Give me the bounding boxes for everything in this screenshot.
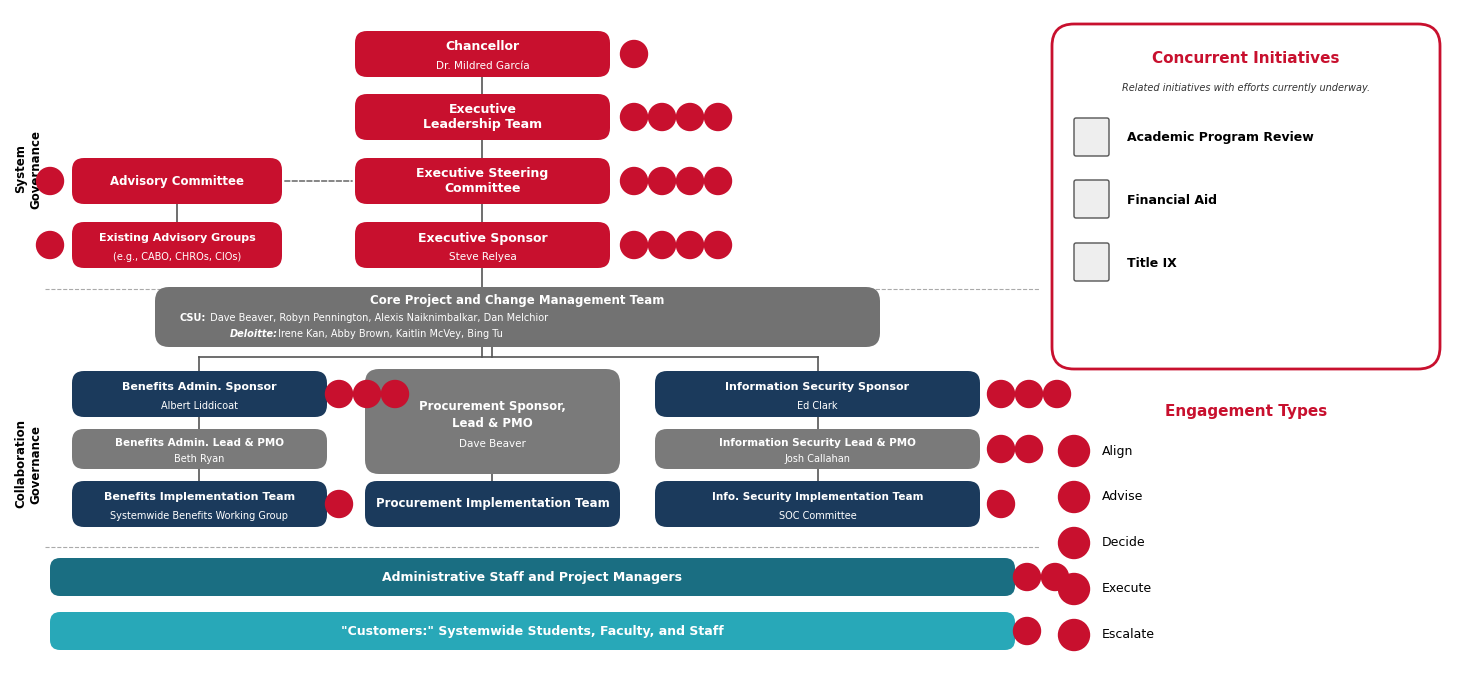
Text: Executive Sponsor: Executive Sponsor [417,231,548,245]
Text: (e.g., CABO, CHROs, CIOs): (e.g., CABO, CHROs, CIOs) [113,252,242,262]
Text: Advisory Committee: Advisory Committee [110,175,244,187]
Text: Josh Callahan: Josh Callahan [785,454,851,464]
Circle shape [1058,528,1089,559]
Circle shape [382,380,408,408]
Text: CSU:: CSU: [180,313,206,323]
Circle shape [988,435,1015,463]
Text: Concurrent Initiatives: Concurrent Initiatives [1152,50,1340,66]
FancyBboxPatch shape [72,371,326,417]
Text: Engagement Types: Engagement Types [1165,403,1328,419]
Circle shape [676,168,704,194]
Circle shape [1058,482,1089,512]
Circle shape [988,491,1015,517]
Circle shape [649,168,675,194]
Text: Executive
Leadership Team: Executive Leadership Team [423,103,542,131]
FancyBboxPatch shape [72,222,283,268]
Text: Advise: Advise [1102,491,1143,503]
FancyBboxPatch shape [72,158,283,204]
Text: Info. Security Implementation Team: Info. Security Implementation Team [712,492,924,502]
Text: Procurement Sponsor,: Procurement Sponsor, [419,400,567,413]
Text: Ed Clark: Ed Clark [798,401,837,411]
Circle shape [353,380,381,408]
Text: SOC Committee: SOC Committee [779,511,856,521]
Text: Irene Kan, Abby Brown, Kaitlin McVey, Bing Tu: Irene Kan, Abby Brown, Kaitlin McVey, Bi… [275,329,502,339]
Circle shape [676,231,704,259]
Circle shape [621,231,647,259]
Text: Collaboration
Governance: Collaboration Governance [15,419,42,508]
Text: Decide: Decide [1102,537,1146,549]
Circle shape [1058,619,1089,651]
Circle shape [649,103,675,131]
Circle shape [621,41,647,68]
Text: Title IX: Title IX [1127,257,1177,270]
Text: Administrative Staff and Project Managers: Administrative Staff and Project Manager… [382,570,682,584]
Text: Systemwide Benefits Working Group: Systemwide Benefits Working Group [110,511,288,521]
Text: Financial Aid: Financial Aid [1127,194,1217,206]
FancyBboxPatch shape [72,481,326,527]
Circle shape [988,380,1015,408]
Text: Related initiatives with efforts currently underway.: Related initiatives with efforts current… [1121,83,1370,93]
Text: Escalate: Escalate [1102,628,1155,642]
Circle shape [621,103,647,131]
Text: Lead & PMO: Lead & PMO [452,417,533,430]
Circle shape [704,103,732,131]
FancyBboxPatch shape [654,371,979,417]
Circle shape [1044,380,1070,408]
Circle shape [37,168,63,194]
FancyBboxPatch shape [1075,243,1110,281]
Text: Benefits Admin. Lead & PMO: Benefits Admin. Lead & PMO [116,438,284,448]
Text: "Customers:" Systemwide Students, Faculty, and Staff: "Customers:" Systemwide Students, Facult… [341,624,723,637]
Text: Steve Relyea: Steve Relyea [448,252,517,262]
Text: Academic Program Review: Academic Program Review [1127,131,1313,145]
Text: Dave Beaver, Robyn Pennington, Alexis Naiknimbalkar, Dan Melchior: Dave Beaver, Robyn Pennington, Alexis Na… [206,313,548,323]
FancyBboxPatch shape [72,429,326,469]
Text: Chancellor: Chancellor [445,41,520,54]
Circle shape [704,168,732,194]
Text: Beth Ryan: Beth Ryan [174,454,224,464]
Circle shape [1016,380,1042,408]
Text: Existing Advisory Groups: Existing Advisory Groups [98,233,255,243]
Circle shape [676,103,704,131]
FancyBboxPatch shape [50,558,1015,596]
Circle shape [1058,573,1089,605]
Text: Dr. Mildred García: Dr. Mildred García [436,61,530,71]
Circle shape [37,231,63,259]
FancyBboxPatch shape [365,481,619,527]
Circle shape [1016,435,1042,463]
Circle shape [325,380,353,408]
Text: Core Project and Change Management Team: Core Project and Change Management Team [370,294,665,306]
Circle shape [649,231,675,259]
Circle shape [621,168,647,194]
FancyBboxPatch shape [654,481,979,527]
Circle shape [325,491,353,517]
FancyBboxPatch shape [50,612,1015,650]
Text: Benefits Implementation Team: Benefits Implementation Team [104,492,296,502]
Text: Executive Steering
Committee: Executive Steering Committee [416,167,549,195]
FancyBboxPatch shape [1075,180,1110,218]
Circle shape [1013,617,1041,644]
Text: Albert Liddicoat: Albert Liddicoat [161,401,239,411]
FancyBboxPatch shape [365,369,619,474]
Text: Procurement Implementation Team: Procurement Implementation Team [376,498,609,510]
Text: System
Governance: System Governance [15,129,42,208]
Circle shape [1058,435,1089,466]
Text: Dave Beaver: Dave Beaver [460,438,526,449]
Text: Information Security Sponsor: Information Security Sponsor [726,382,909,392]
FancyBboxPatch shape [354,94,610,140]
FancyBboxPatch shape [654,429,979,469]
FancyBboxPatch shape [354,158,610,204]
FancyBboxPatch shape [354,222,610,268]
FancyBboxPatch shape [1075,118,1110,156]
Text: Benefits Admin. Sponsor: Benefits Admin. Sponsor [122,382,277,392]
FancyBboxPatch shape [155,287,880,347]
Circle shape [704,231,732,259]
FancyBboxPatch shape [354,31,610,77]
Text: Deloitte:: Deloitte: [230,329,278,339]
Circle shape [1041,563,1069,591]
Circle shape [1013,563,1041,591]
Text: Execute: Execute [1102,582,1152,596]
FancyBboxPatch shape [1053,24,1441,369]
Text: Information Security Lead & PMO: Information Security Lead & PMO [719,438,916,448]
Text: Align: Align [1102,445,1133,458]
